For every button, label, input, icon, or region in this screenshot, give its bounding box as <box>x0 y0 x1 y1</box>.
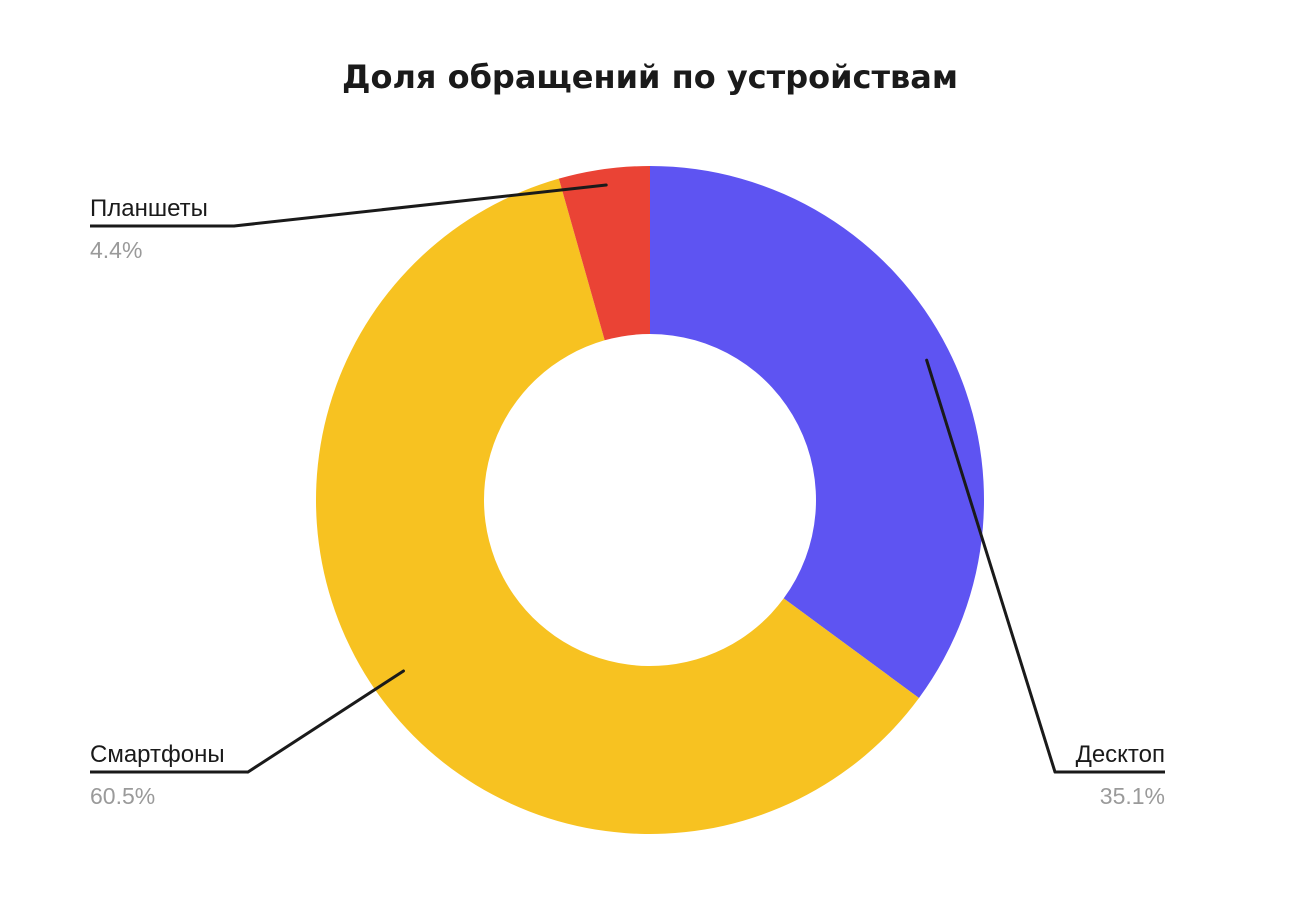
slice-label-3: Планшеты <box>90 195 208 222</box>
leader-line-3 <box>232 183 608 228</box>
slice-label-1: Десктоп <box>1076 741 1165 768</box>
donut-slice-3 <box>558 166 650 341</box>
slice-label-2: Смартфоны <box>90 741 225 768</box>
chart-title: Доля обращений по устройствам <box>341 58 959 96</box>
donut-slice-1 <box>650 166 985 699</box>
leader-line-2 <box>246 669 405 774</box>
donut-slice-2 <box>316 178 919 835</box>
slices-layer <box>316 166 985 835</box>
leader-line-1 <box>925 358 1057 774</box>
slice-value-2: 60.5% <box>90 783 155 809</box>
slice-value-1: 35.1% <box>1100 783 1165 809</box>
labels-layer: Десктоп 35.1% Смартфоны 60.5% Планшеты 4.4% <box>90 183 1165 809</box>
slice-value-3: 4.4% <box>90 237 142 263</box>
